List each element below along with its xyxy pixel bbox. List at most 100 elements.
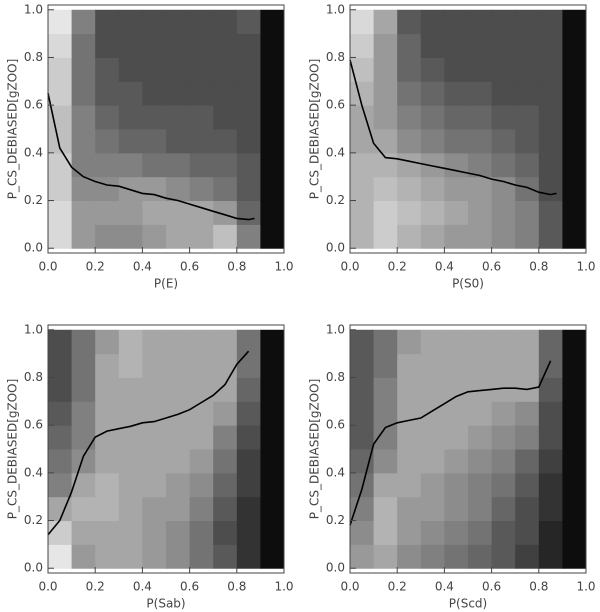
y-tick-label: 0.0: [326, 241, 345, 255]
heatmap-cell: [350, 57, 375, 82]
heatmap-cell: [236, 520, 261, 545]
heatmap-cell: [166, 377, 191, 402]
heatmap-cell: [95, 353, 120, 378]
heatmap-cell: [260, 520, 285, 545]
heatmap-cell: [189, 353, 214, 378]
heatmap-cell: [397, 176, 422, 202]
heatmap-cell: [189, 496, 214, 522]
y-tick-label: 1.0: [24, 2, 43, 16]
heatmap-cell: [71, 401, 96, 426]
y-axis-label: P_CS_DEBIASED[gZOO]: [308, 59, 322, 200]
x-tick-label: 0.2: [388, 260, 407, 274]
x-tick-label: 0.2: [388, 580, 407, 594]
heatmap-cell: [118, 129, 143, 154]
heatmap-cell: [538, 496, 563, 522]
heatmap-cell: [260, 200, 285, 225]
heatmap-cell: [515, 33, 540, 58]
heatmap-cell: [48, 520, 73, 545]
heatmap-cell: [420, 9, 445, 35]
y-tick-label: 0.6: [24, 98, 43, 112]
heatmap-cell: [189, 472, 214, 498]
heatmap-cell: [189, 9, 214, 35]
heatmap-cell: [236, 9, 261, 35]
heatmap-cell: [444, 33, 469, 58]
heatmap-cell: [538, 544, 563, 569]
heatmap-cell: [118, 353, 143, 378]
heatmap-cell: [213, 377, 238, 402]
heatmap-cell: [397, 329, 422, 355]
heatmap-cell: [236, 496, 261, 522]
heatmap-cell: [491, 449, 516, 474]
heatmap-cell: [236, 57, 261, 82]
heatmap-cell: [213, 544, 238, 569]
heatmap-cell: [562, 9, 587, 35]
heatmap-cell: [71, 520, 96, 545]
heatmap-cell: [420, 33, 445, 58]
heatmap-cell: [491, 81, 516, 106]
heatmap-cell: [95, 57, 120, 82]
heatmap-cell: [236, 472, 261, 498]
heatmap-cell: [562, 176, 587, 202]
heatmap-cell: [538, 329, 563, 355]
y-tick-label: 0.4: [326, 145, 345, 159]
heatmap-cell: [350, 81, 375, 106]
heatmap-cell: [420, 200, 445, 225]
heatmap-cell: [562, 105, 587, 130]
heatmap-cell: [397, 472, 422, 498]
heatmap-cell: [397, 449, 422, 474]
trend-line: [47, 350, 250, 536]
heatmap-cell: [142, 472, 167, 498]
y-tick-label: 0.0: [326, 561, 345, 575]
heatmap-cell: [350, 377, 375, 402]
y-tick-label: 0.2: [24, 513, 43, 527]
heatmap-cell: [397, 105, 422, 130]
heatmap-cell: [166, 329, 191, 355]
heatmap-cell: [48, 401, 73, 426]
heatmap-cell: [236, 81, 261, 106]
heatmap-cell: [142, 200, 167, 225]
heatmap-cell: [515, 329, 540, 355]
heatmap-cell: [491, 353, 516, 378]
x-tick-label: 0.6: [482, 580, 501, 594]
heatmap-cell: [468, 353, 493, 378]
heatmap-cell: [538, 81, 563, 106]
heatmap-cell: [95, 152, 120, 178]
heatmap-cell: [444, 129, 469, 154]
plot-frame: [47, 4, 285, 254]
heatmap-cell: [350, 449, 375, 474]
heatmap-cell: [515, 401, 540, 426]
heatmap-cell: [444, 544, 469, 569]
heatmap-cell: [373, 57, 398, 82]
y-tick-label: 0.2: [326, 193, 345, 207]
heatmap-cell: [236, 176, 261, 202]
heatmap-cell: [420, 105, 445, 130]
heatmap-cell: [515, 9, 540, 35]
heatmap-cell: [260, 401, 285, 426]
x-tick-label: 0.6: [180, 260, 199, 274]
heatmap-cell: [350, 329, 375, 355]
heatmap-cell: [515, 57, 540, 82]
heatmap-cell: [538, 224, 563, 249]
heatmap-cell: [468, 425, 493, 450]
heatmap-cell: [468, 176, 493, 202]
heatmap-cell: [444, 57, 469, 82]
heatmap-cell: [71, 544, 96, 569]
heatmap-cell: [71, 449, 96, 474]
heatmap-cell: [515, 129, 540, 154]
heatmap-cell: [420, 425, 445, 450]
heatmap-cell: [213, 81, 238, 106]
heatmap-cell: [213, 353, 238, 378]
heatmap-cell: [260, 129, 285, 154]
y-axis-label: P_CS_DEBIASED[gZOO]: [308, 379, 322, 520]
heatmap-cell: [142, 353, 167, 378]
heatmap-cell: [48, 353, 73, 378]
heatmap-cell: [166, 105, 191, 130]
heatmap-cell: [95, 472, 120, 498]
heatmap-cell: [562, 200, 587, 225]
heatmap-cell: [189, 129, 214, 154]
x-axis-label: P(Sab): [146, 597, 185, 611]
heatmap-cell: [350, 224, 375, 249]
heatmap-cell: [491, 200, 516, 225]
heatmap-cell: [515, 472, 540, 498]
heatmap-cell: [538, 377, 563, 402]
